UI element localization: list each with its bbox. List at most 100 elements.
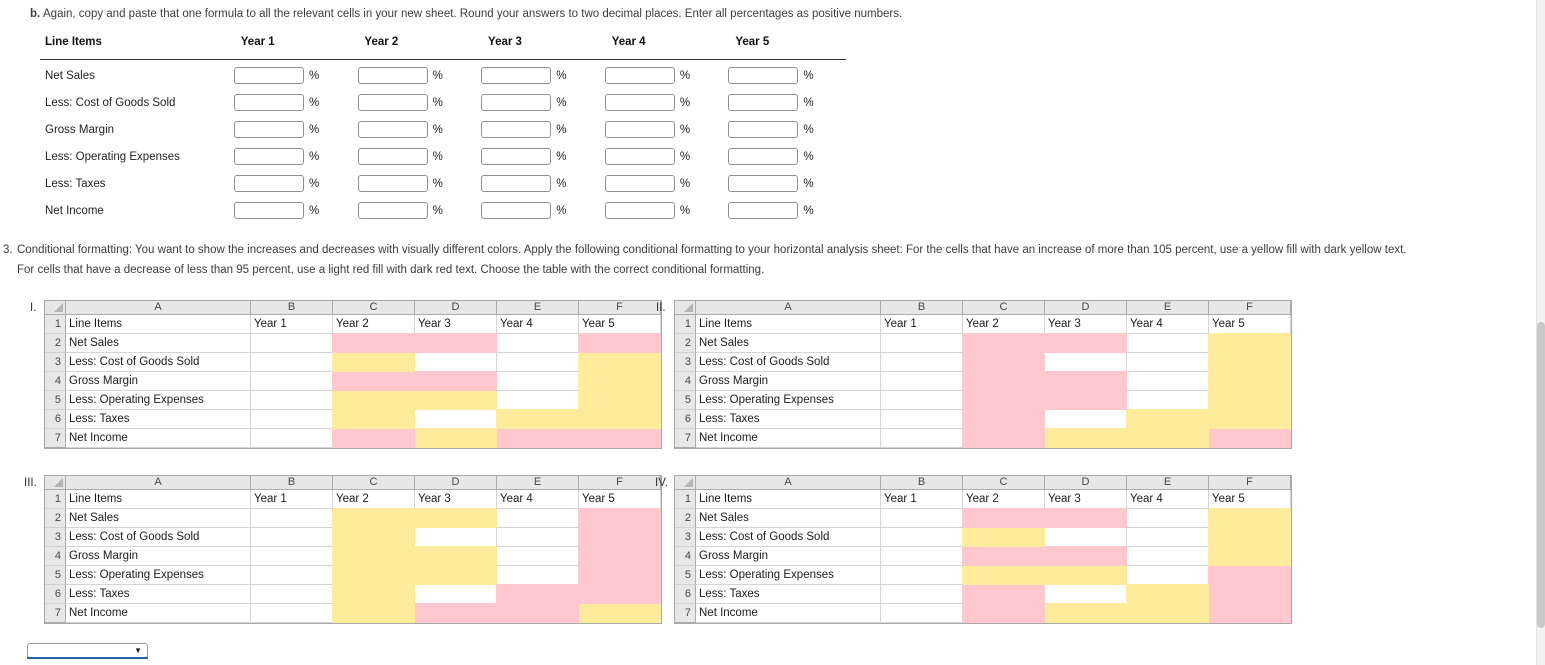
percent-input-net-sales-year-2[interactable] xyxy=(357,67,428,84)
cell-E6 xyxy=(497,585,579,604)
percent-input-less-taxes-year-3[interactable] xyxy=(481,175,552,192)
cell-F5 xyxy=(579,566,661,585)
sheet-label: III. xyxy=(24,477,37,489)
percent-input-less-operating-expenses-year-3[interactable] xyxy=(481,148,552,165)
sheet-row: 6 Less: Taxes xyxy=(675,585,1291,604)
form-cell: % xyxy=(604,148,729,165)
vertical-scrollbar-thumb[interactable] xyxy=(1537,322,1545,628)
sheet-row: 4 Gross Margin xyxy=(45,372,661,391)
form-row: Net Income%%%%% xyxy=(40,197,852,224)
cell-A4: Gross Margin xyxy=(66,547,251,566)
cell-E1: Year 4 xyxy=(1127,315,1209,334)
percent-input-net-income-year-4[interactable] xyxy=(604,202,675,219)
row-number-4: 4 xyxy=(675,372,696,391)
percent-input-gross-margin-year-5[interactable] xyxy=(728,121,799,138)
cell-C4 xyxy=(333,547,415,566)
column-letter-C: C xyxy=(333,301,415,315)
percent-input-less-taxes-year-5[interactable] xyxy=(728,175,799,192)
cell-F2 xyxy=(579,509,661,528)
sheet-row: 7 Net Income xyxy=(45,429,661,448)
cell-C3 xyxy=(333,353,415,372)
form-cell: % xyxy=(604,175,729,192)
row-number-7: 7 xyxy=(45,604,66,623)
cell-F2 xyxy=(1209,334,1291,353)
percent-input-gross-margin-year-3[interactable] xyxy=(481,121,552,138)
cell-D1: Year 3 xyxy=(415,315,497,334)
percent-input-less-operating-expenses-year-2[interactable] xyxy=(357,148,428,165)
cell-A7: Net Income xyxy=(66,604,251,623)
percent-input-less-taxes-year-1[interactable] xyxy=(234,175,305,192)
cell-D5 xyxy=(1045,391,1127,410)
cell-B2 xyxy=(251,334,333,353)
percent-input-less-cost-of-goods-sold-year-5[interactable] xyxy=(728,94,799,111)
cell-A4: Gross Margin xyxy=(696,547,881,566)
cell-E6 xyxy=(1127,410,1209,429)
percent-input-net-income-year-3[interactable] xyxy=(481,202,552,219)
form-cell: % xyxy=(728,148,852,165)
cell-D1: Year 3 xyxy=(1045,315,1127,334)
cell-C5 xyxy=(963,566,1045,585)
cell-F3 xyxy=(1209,353,1291,372)
column-letter-F: F xyxy=(579,301,661,315)
instruction-3: 3. Conditional formatting: You want to s… xyxy=(3,241,1537,280)
cell-B4 xyxy=(881,547,963,566)
answer-select[interactable]: ▼ xyxy=(27,643,148,658)
sheet-row: 3 Less: Cost of Goods Sold xyxy=(675,528,1291,547)
form-header-year-4: Year 4 xyxy=(611,36,646,48)
percent-input-gross-margin-year-1[interactable] xyxy=(234,121,305,138)
cell-E1: Year 4 xyxy=(1127,490,1209,509)
percent-input-less-cost-of-goods-sold-year-4[interactable] xyxy=(604,94,675,111)
form-row: Less: Taxes%%%%% xyxy=(40,170,852,197)
percent-input-net-sales-year-5[interactable] xyxy=(728,67,799,84)
cell-B6 xyxy=(881,410,963,429)
cell-E7 xyxy=(1127,429,1209,448)
percent-sign: % xyxy=(803,96,814,109)
sheet-row: 4 Gross Margin xyxy=(45,547,661,566)
percent-input-net-sales-year-3[interactable] xyxy=(481,67,552,84)
percent-sign: % xyxy=(432,150,443,163)
row-number-6: 6 xyxy=(675,410,696,429)
cell-D1: Year 3 xyxy=(415,490,497,509)
form-header-divider xyxy=(40,59,846,60)
form-cell: % xyxy=(604,202,729,219)
percent-input-less-cost-of-goods-sold-year-3[interactable] xyxy=(481,94,552,111)
cell-A1: Line Items xyxy=(66,490,251,509)
form-cell: % xyxy=(604,67,729,84)
cell-C6 xyxy=(333,585,415,604)
cell-E6 xyxy=(1127,585,1209,604)
percent-input-less-taxes-year-4[interactable] xyxy=(604,175,675,192)
percent-input-net-income-year-1[interactable] xyxy=(234,202,305,219)
row-number-4: 4 xyxy=(45,372,66,391)
cell-E4 xyxy=(497,372,579,391)
percent-input-net-sales-year-4[interactable] xyxy=(604,67,675,84)
cell-B4 xyxy=(251,372,333,391)
cell-F6 xyxy=(579,410,661,429)
sheet-row: 1 Line Items Year 1 Year 2 Year 3 Year 4 Year … xyxy=(45,490,661,509)
percent-input-less-taxes-year-2[interactable] xyxy=(357,175,428,192)
percent-input-gross-margin-year-4[interactable] xyxy=(604,121,675,138)
cell-C5 xyxy=(333,391,415,410)
percent-input-gross-margin-year-2[interactable] xyxy=(357,121,428,138)
percent-input-less-cost-of-goods-sold-year-1[interactable] xyxy=(234,94,305,111)
percent-sign: % xyxy=(309,177,320,190)
row-number-1: 1 xyxy=(45,315,66,334)
percent-input-less-operating-expenses-year-5[interactable] xyxy=(728,148,799,165)
percent-sign: % xyxy=(432,177,443,190)
cell-B7 xyxy=(881,604,963,623)
percent-input-less-cost-of-goods-sold-year-2[interactable] xyxy=(357,94,428,111)
cell-A1: Line Items xyxy=(696,315,881,334)
cell-C2 xyxy=(963,334,1045,353)
cell-F7 xyxy=(1209,604,1291,623)
percent-input-less-operating-expenses-year-4[interactable] xyxy=(604,148,675,165)
row-number-5: 5 xyxy=(675,391,696,410)
percent-input-net-sales-year-1[interactable] xyxy=(234,67,305,84)
cell-C5 xyxy=(333,566,415,585)
percent-input-less-operating-expenses-year-1[interactable] xyxy=(234,148,305,165)
percent-input-net-income-year-2[interactable] xyxy=(357,202,428,219)
column-letter-F: F xyxy=(1209,476,1291,490)
percent-input-net-income-year-5[interactable] xyxy=(728,202,799,219)
cell-A6: Less: Taxes xyxy=(696,410,881,429)
column-letter-D: D xyxy=(415,301,497,315)
row-number-4: 4 xyxy=(675,547,696,566)
